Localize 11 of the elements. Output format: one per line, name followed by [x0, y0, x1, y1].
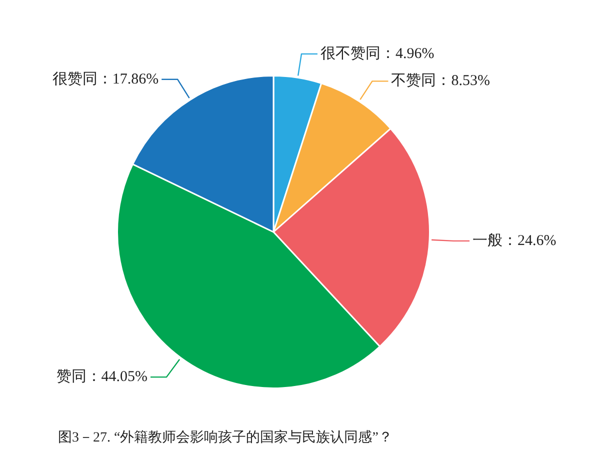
data-label: ：8.53% — [436, 73, 490, 90]
text: 图3－27. “外籍教师会影响孩子的国家与民族认同感”？ — [58, 430, 392, 446]
slice-label: 不赞同 — [391, 72, 436, 90]
slice-label: 赞同 — [56, 368, 86, 385]
data-label: ：17.86% — [97, 71, 159, 88]
data-label: ：4.96% — [380, 46, 434, 62]
data-label: ：24.6% — [502, 232, 556, 249]
data-label: ：44.05% — [86, 368, 148, 385]
slice-label: 一般 — [472, 232, 503, 249]
slice-label: 很赞同 — [52, 70, 98, 88]
slice-label: 很不赞同 — [320, 44, 380, 62]
